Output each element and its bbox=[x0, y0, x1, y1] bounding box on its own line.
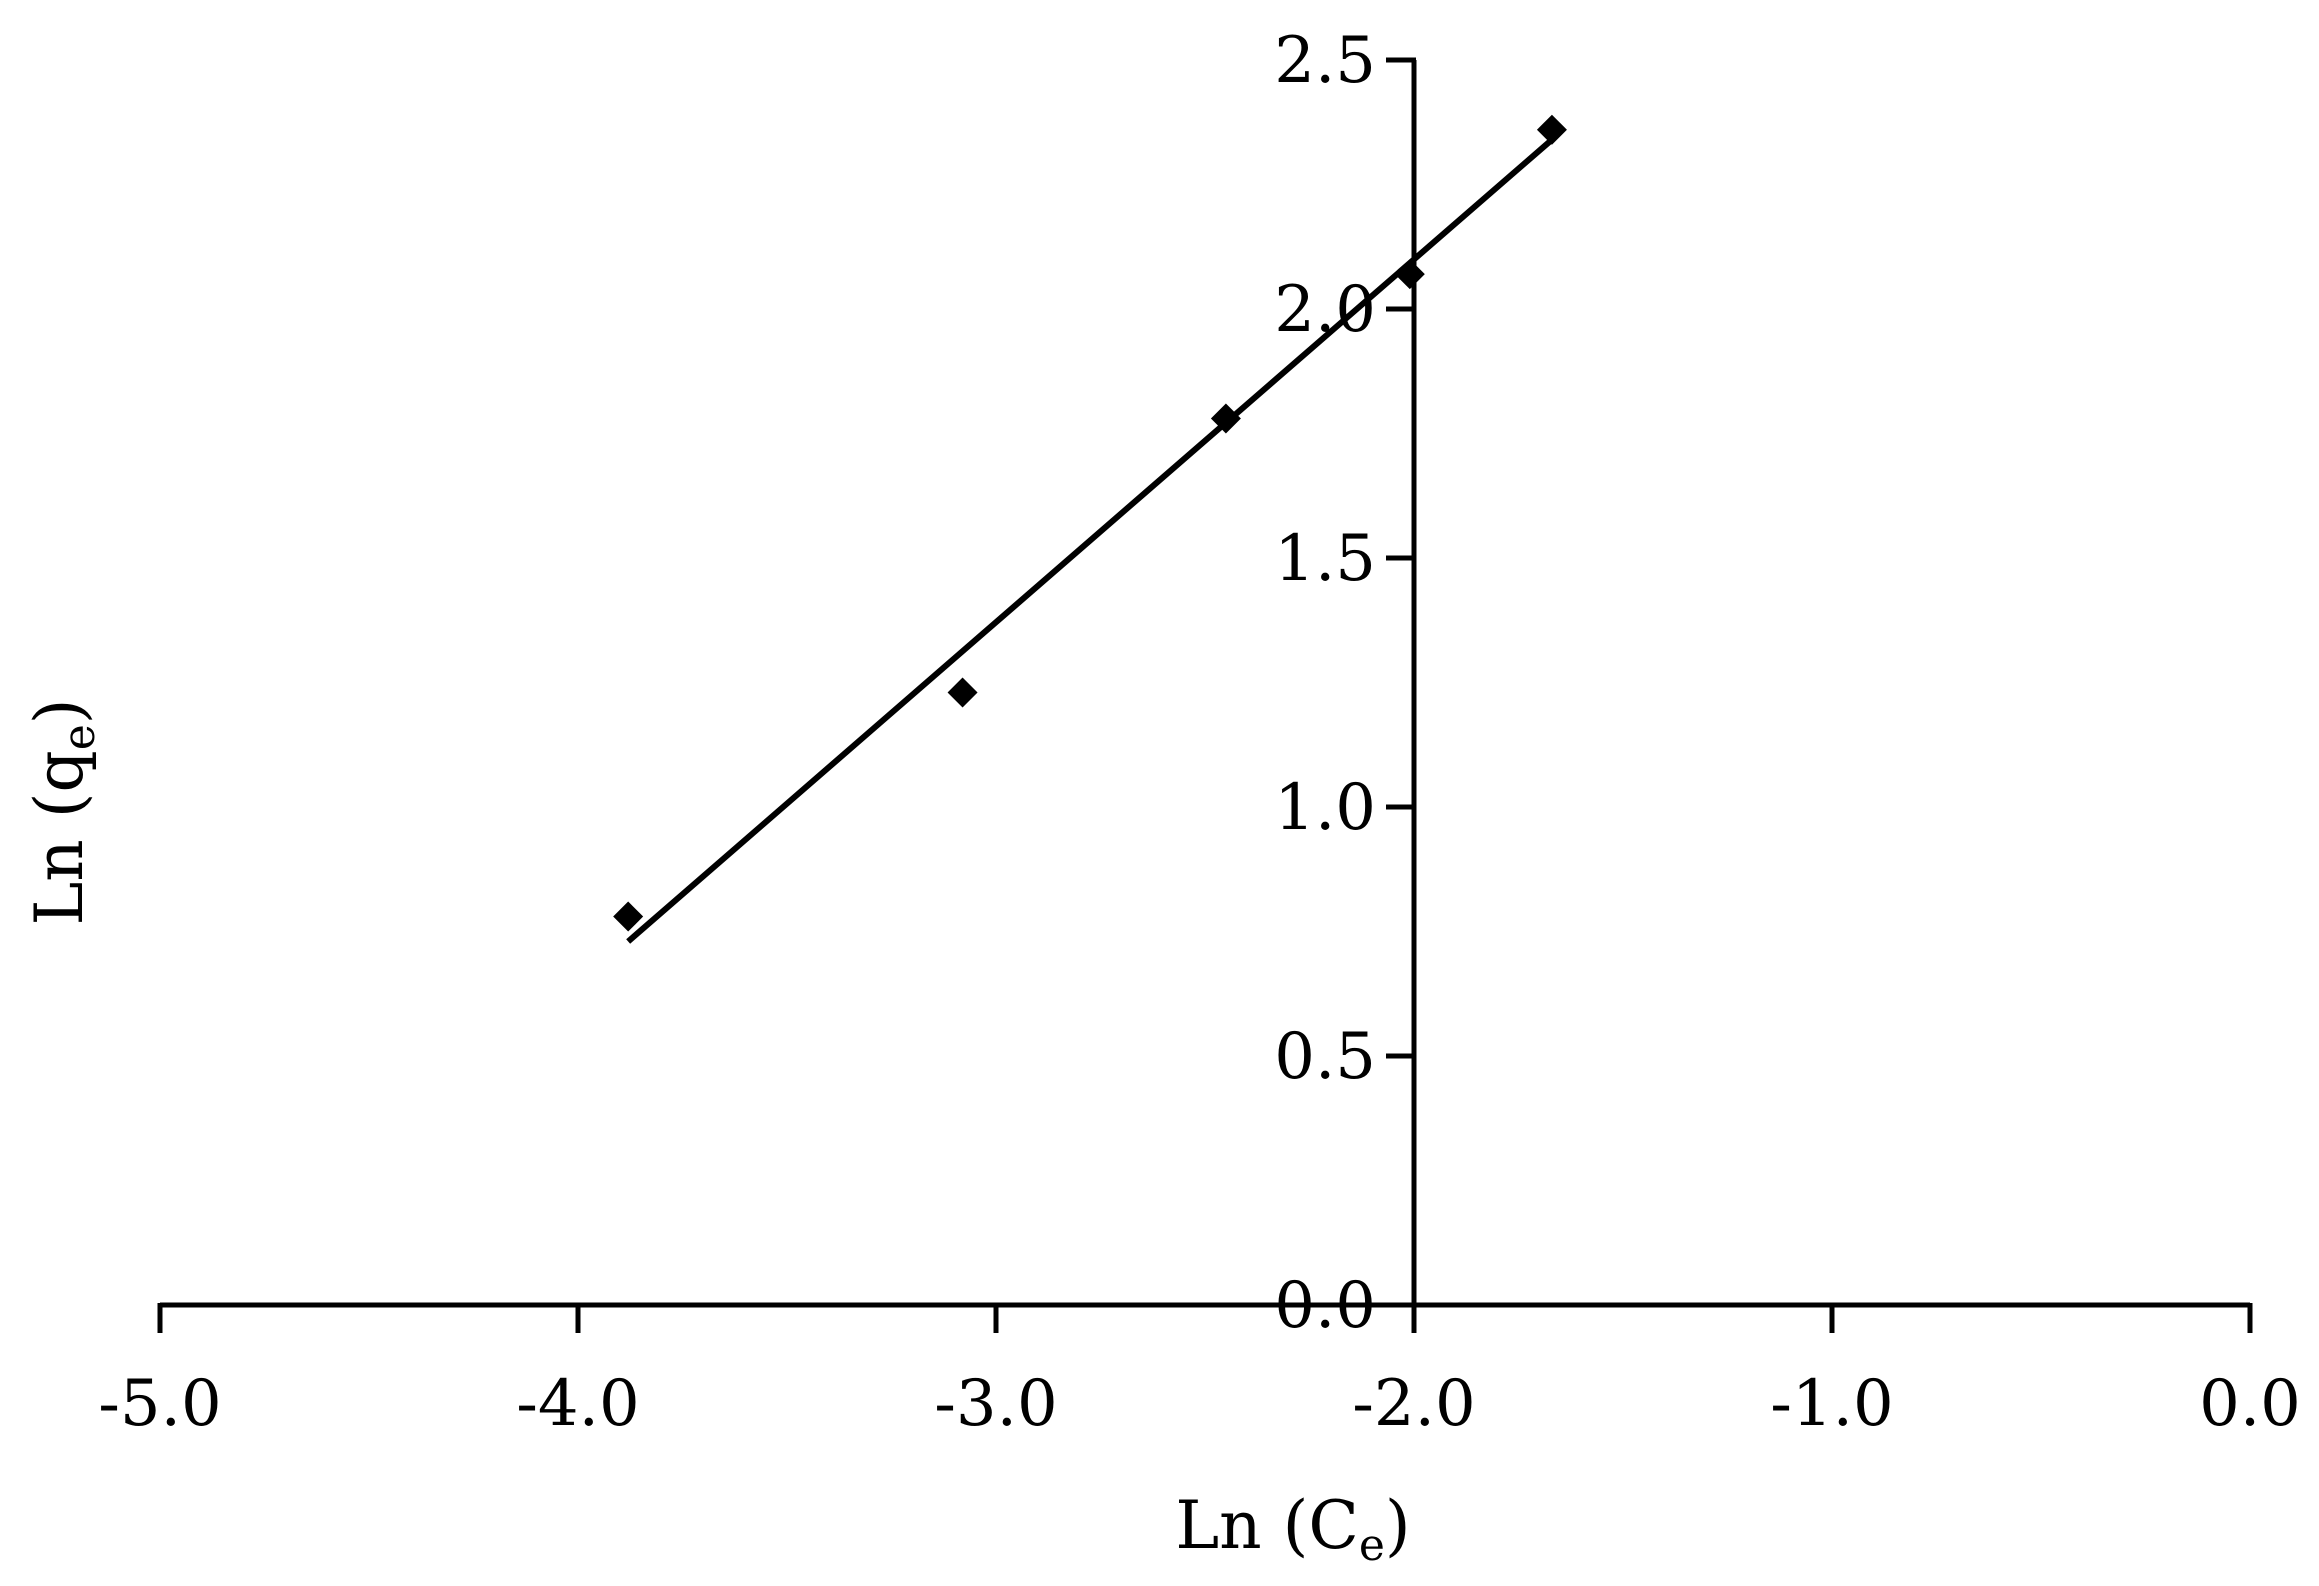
x-tick-label: -3.0 bbox=[934, 1367, 1057, 1441]
data-point bbox=[1210, 403, 1241, 434]
y-axis-title-main: Ln (q bbox=[21, 750, 98, 925]
data-points bbox=[613, 114, 1567, 932]
axes bbox=[157, 57, 2253, 1333]
x-axis-title: Ln (Ce) bbox=[1175, 1487, 1410, 1571]
x-axis-title-subscript: e bbox=[1359, 1520, 1385, 1571]
y-axis-title-close: ) bbox=[21, 698, 98, 724]
x-tick-label: -5.0 bbox=[98, 1367, 221, 1441]
y-axis-title: Ln (qe) bbox=[21, 698, 105, 925]
x-tick-label: -4.0 bbox=[516, 1367, 639, 1441]
y-tick-label: 0.5 bbox=[1274, 1020, 1376, 1094]
data-point bbox=[1536, 114, 1567, 145]
x-axis-title-main: Ln (C bbox=[1175, 1487, 1359, 1564]
data-point bbox=[1394, 259, 1425, 290]
y-tick-label: 1.5 bbox=[1274, 522, 1376, 596]
x-tick-label: -2.0 bbox=[1352, 1367, 1475, 1441]
y-axis-title-subscript: e bbox=[54, 724, 105, 750]
data-point bbox=[947, 677, 978, 708]
y-tick-label: 0.0 bbox=[1274, 1269, 1376, 1343]
y-tick-label: 1.0 bbox=[1274, 771, 1376, 845]
x-tick-label: -1.0 bbox=[1770, 1367, 1893, 1441]
data-point bbox=[613, 901, 644, 932]
x-tick-labels: -5.0 -4.0 -3.0 -2.0 -1.0 0.0 bbox=[98, 1367, 2301, 1441]
x-tick-label: 0.0 bbox=[2199, 1367, 2301, 1441]
y-tick-labels: 0.00.51.01.52.02.5 bbox=[1274, 24, 1376, 1343]
x-axis-title-close: ) bbox=[1385, 1487, 1411, 1564]
y-tick-label: 2.5 bbox=[1274, 24, 1376, 98]
